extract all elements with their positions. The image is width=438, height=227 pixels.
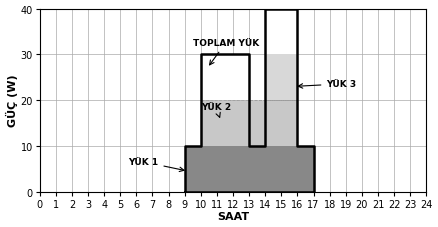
Text: TOPLAM YÜK: TOPLAM YÜK bbox=[193, 39, 259, 66]
Text: YÜK 1: YÜK 1 bbox=[128, 158, 184, 172]
Text: YÜK 3: YÜK 3 bbox=[298, 80, 357, 89]
Y-axis label: GÜÇ (W): GÜÇ (W) bbox=[6, 74, 18, 127]
Text: YÜK 2: YÜK 2 bbox=[201, 103, 231, 118]
X-axis label: SAAT: SAAT bbox=[217, 212, 249, 222]
